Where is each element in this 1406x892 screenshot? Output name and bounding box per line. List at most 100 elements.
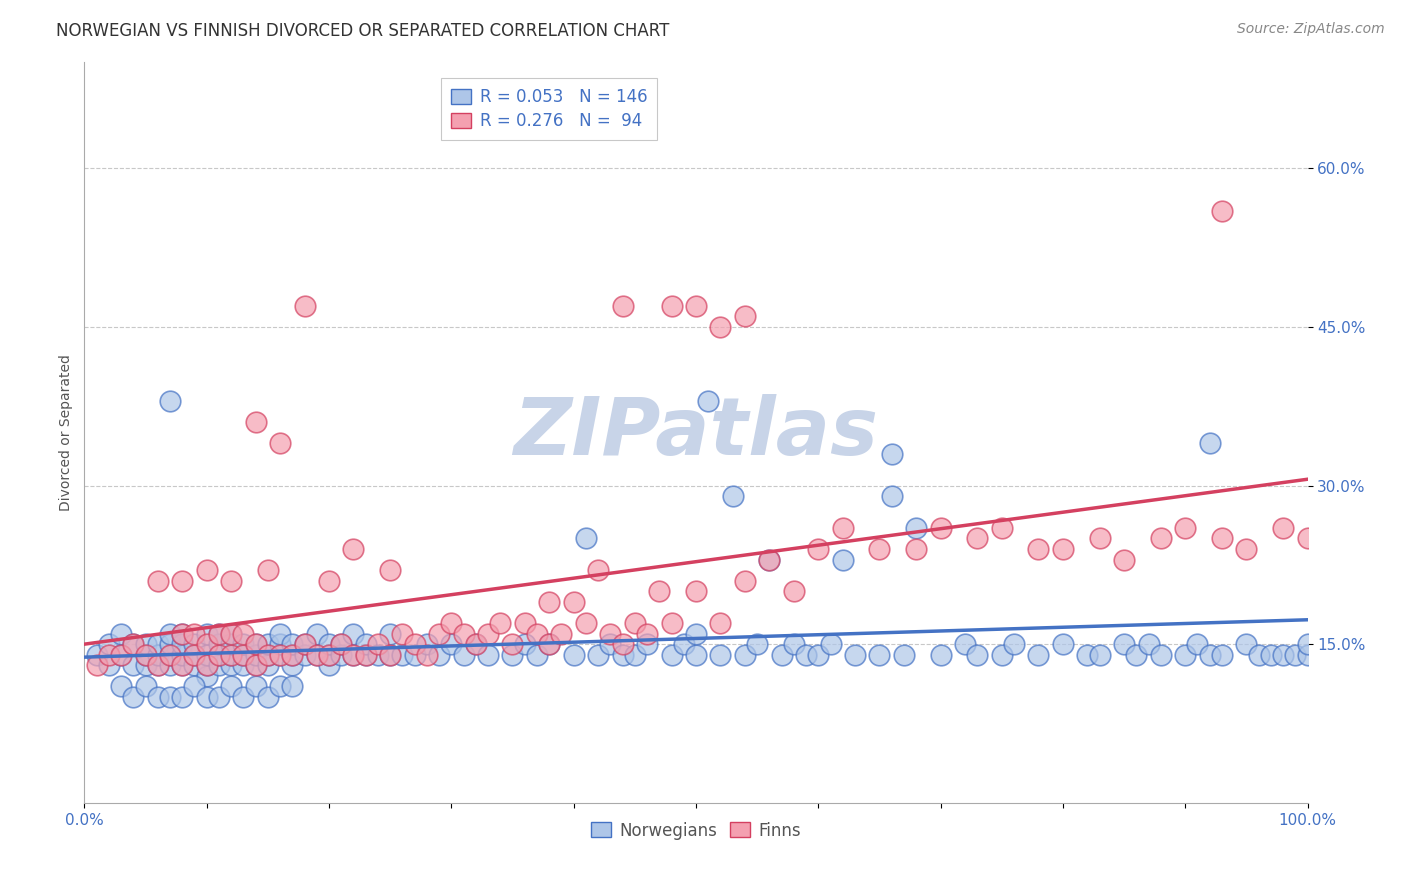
Point	[183, 680, 205, 694]
Point	[110, 680, 132, 694]
Point	[208, 648, 231, 662]
Point	[1052, 541, 1074, 556]
Point	[294, 648, 316, 662]
Point	[135, 637, 157, 651]
Point	[562, 595, 585, 609]
Legend: Norwegians, Finns: Norwegians, Finns	[583, 815, 808, 847]
Point	[721, 489, 744, 503]
Point	[794, 648, 817, 662]
Point	[427, 648, 450, 662]
Point	[966, 648, 988, 662]
Point	[97, 637, 120, 651]
Point	[685, 626, 707, 640]
Point	[562, 648, 585, 662]
Point	[953, 637, 976, 651]
Point	[831, 552, 853, 566]
Point	[354, 637, 377, 651]
Point	[636, 626, 658, 640]
Point	[342, 541, 364, 556]
Point	[245, 658, 267, 673]
Point	[661, 615, 683, 630]
Point	[1284, 648, 1306, 662]
Point	[416, 637, 439, 651]
Point	[1272, 648, 1295, 662]
Point	[416, 648, 439, 662]
Point	[575, 532, 598, 546]
Point	[159, 648, 181, 662]
Point	[195, 648, 218, 662]
Point	[1088, 648, 1111, 662]
Text: ZIPatlas: ZIPatlas	[513, 393, 879, 472]
Point	[257, 648, 280, 662]
Point	[844, 648, 866, 662]
Point	[1174, 521, 1197, 535]
Point	[281, 648, 304, 662]
Point	[1076, 648, 1098, 662]
Point	[575, 615, 598, 630]
Point	[195, 658, 218, 673]
Point	[305, 626, 328, 640]
Point	[330, 637, 353, 651]
Point	[1028, 648, 1050, 662]
Point	[146, 658, 169, 673]
Point	[1114, 637, 1136, 651]
Point	[232, 648, 254, 662]
Point	[1198, 436, 1220, 450]
Point	[820, 637, 842, 651]
Point	[232, 690, 254, 704]
Point	[758, 552, 780, 566]
Point	[294, 637, 316, 651]
Point	[122, 637, 145, 651]
Point	[526, 626, 548, 640]
Point	[232, 658, 254, 673]
Point	[586, 563, 609, 577]
Point	[172, 648, 194, 662]
Point	[146, 574, 169, 588]
Point	[709, 615, 731, 630]
Point	[1296, 532, 1319, 546]
Point	[734, 648, 756, 662]
Point	[991, 648, 1014, 662]
Point	[342, 626, 364, 640]
Point	[1236, 541, 1258, 556]
Point	[929, 521, 952, 535]
Point	[219, 658, 242, 673]
Point	[1150, 532, 1173, 546]
Point	[257, 648, 280, 662]
Point	[526, 648, 548, 662]
Point	[354, 648, 377, 662]
Point	[758, 552, 780, 566]
Y-axis label: Divorced or Separated: Divorced or Separated	[59, 354, 73, 511]
Point	[966, 532, 988, 546]
Point	[893, 648, 915, 662]
Point	[219, 648, 242, 662]
Point	[110, 626, 132, 640]
Point	[380, 648, 402, 662]
Text: Source: ZipAtlas.com: Source: ZipAtlas.com	[1237, 22, 1385, 37]
Point	[1174, 648, 1197, 662]
Point	[269, 648, 291, 662]
Point	[1247, 648, 1270, 662]
Point	[269, 680, 291, 694]
Point	[159, 648, 181, 662]
Point	[208, 626, 231, 640]
Point	[770, 648, 793, 662]
Point	[219, 680, 242, 694]
Point	[709, 319, 731, 334]
Point	[1260, 648, 1282, 662]
Point	[453, 648, 475, 662]
Point	[367, 648, 389, 662]
Point	[257, 690, 280, 704]
Point	[427, 626, 450, 640]
Point	[685, 299, 707, 313]
Point	[110, 648, 132, 662]
Point	[538, 637, 561, 651]
Point	[305, 648, 328, 662]
Point	[342, 648, 364, 662]
Point	[404, 648, 426, 662]
Point	[172, 626, 194, 640]
Point	[391, 626, 413, 640]
Point	[869, 648, 891, 662]
Point	[195, 658, 218, 673]
Point	[648, 584, 671, 599]
